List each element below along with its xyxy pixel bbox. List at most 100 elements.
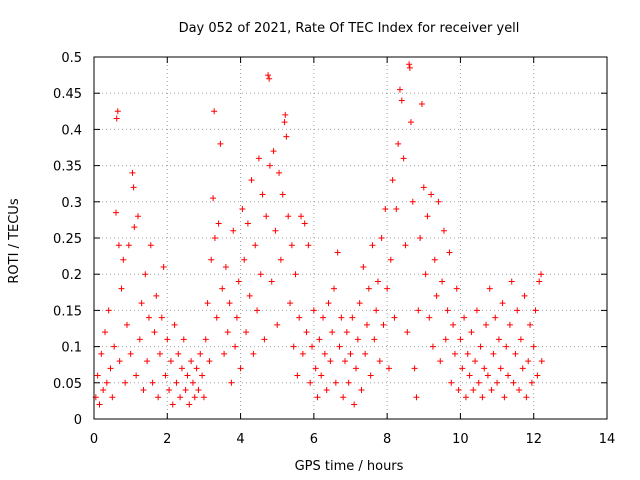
data-point bbox=[398, 97, 405, 104]
data-point bbox=[338, 314, 345, 321]
data-point bbox=[376, 358, 383, 365]
data-point bbox=[166, 387, 173, 394]
data-point bbox=[155, 394, 162, 401]
x-axis-label: GPS time / hours bbox=[295, 459, 404, 474]
data-point bbox=[342, 358, 349, 365]
data-point bbox=[257, 271, 264, 278]
data-point bbox=[455, 387, 462, 394]
data-point bbox=[483, 321, 490, 328]
data-point bbox=[389, 177, 396, 184]
y-tick-label: 0.15 bbox=[53, 304, 82, 319]
data-point bbox=[521, 292, 528, 299]
data-point bbox=[470, 387, 477, 394]
data-point bbox=[347, 350, 354, 357]
data-point bbox=[415, 307, 422, 314]
data-point bbox=[197, 350, 204, 357]
data-point bbox=[380, 321, 387, 328]
data-point bbox=[332, 379, 339, 386]
data-point bbox=[481, 365, 488, 372]
data-point bbox=[290, 343, 297, 350]
y-tick-label: 0 bbox=[74, 413, 82, 428]
data-point bbox=[213, 314, 220, 321]
data-point bbox=[495, 336, 502, 343]
data-point bbox=[530, 343, 537, 350]
data-point bbox=[140, 387, 147, 394]
data-point bbox=[285, 213, 292, 220]
data-point bbox=[200, 394, 207, 401]
data-point bbox=[461, 314, 468, 321]
data-point bbox=[217, 140, 224, 147]
data-point bbox=[188, 358, 195, 365]
data-point bbox=[472, 358, 479, 365]
data-point bbox=[320, 314, 327, 321]
data-point bbox=[374, 278, 381, 285]
data-point bbox=[255, 155, 262, 162]
x-tick-label: 10 bbox=[452, 432, 469, 447]
data-point bbox=[406, 61, 413, 68]
data-point bbox=[457, 336, 464, 343]
data-point bbox=[418, 101, 425, 108]
data-point bbox=[409, 198, 416, 205]
data-point bbox=[512, 350, 519, 357]
data-point bbox=[442, 336, 449, 343]
data-point bbox=[385, 365, 392, 372]
y-tick-label: 0.25 bbox=[53, 232, 82, 247]
data-point bbox=[123, 321, 130, 328]
data-point bbox=[437, 358, 444, 365]
y-tick-label: 0.3 bbox=[61, 196, 82, 211]
data-point bbox=[310, 307, 317, 314]
data-point bbox=[462, 394, 469, 401]
data-point bbox=[261, 336, 268, 343]
data-point bbox=[479, 394, 486, 401]
data-point bbox=[100, 387, 107, 394]
data-point bbox=[268, 278, 275, 285]
data-point bbox=[263, 213, 270, 220]
data-point bbox=[113, 115, 120, 122]
data-point bbox=[282, 111, 289, 118]
data-point bbox=[527, 321, 534, 328]
data-point bbox=[296, 314, 303, 321]
data-point bbox=[354, 336, 361, 343]
data-point bbox=[292, 271, 299, 278]
data-point bbox=[303, 329, 310, 336]
data-point bbox=[164, 336, 171, 343]
data-point bbox=[134, 213, 141, 220]
data-point bbox=[309, 343, 316, 350]
data-point bbox=[228, 379, 235, 386]
data-point bbox=[186, 401, 193, 408]
data-point bbox=[435, 198, 442, 205]
data-point bbox=[538, 358, 545, 365]
data-point bbox=[109, 394, 116, 401]
data-point bbox=[362, 350, 369, 357]
y-tick-label: 0.2 bbox=[61, 268, 82, 283]
data-point bbox=[182, 387, 189, 394]
data-point bbox=[199, 372, 206, 379]
data-point bbox=[112, 209, 119, 216]
data-point bbox=[191, 394, 198, 401]
data-point bbox=[204, 300, 211, 307]
x-tick-label: 14 bbox=[599, 432, 616, 447]
data-point bbox=[453, 285, 460, 292]
data-point bbox=[160, 263, 167, 270]
data-point bbox=[173, 379, 180, 386]
data-point bbox=[391, 314, 398, 321]
data-point bbox=[318, 372, 325, 379]
data-point bbox=[305, 242, 312, 249]
data-point bbox=[514, 307, 521, 314]
data-point bbox=[387, 256, 394, 263]
data-point bbox=[352, 365, 359, 372]
data-point bbox=[523, 394, 530, 401]
data-point bbox=[510, 379, 517, 386]
data-point bbox=[444, 307, 451, 314]
data-point bbox=[252, 242, 259, 249]
data-point bbox=[180, 336, 187, 343]
data-point bbox=[235, 278, 242, 285]
data-point bbox=[528, 379, 535, 386]
data-point bbox=[506, 321, 513, 328]
data-point bbox=[477, 343, 484, 350]
data-point bbox=[171, 321, 178, 328]
data-point bbox=[325, 300, 332, 307]
data-point bbox=[446, 249, 453, 256]
y-axis-label: ROTI / TECUs bbox=[7, 198, 22, 283]
